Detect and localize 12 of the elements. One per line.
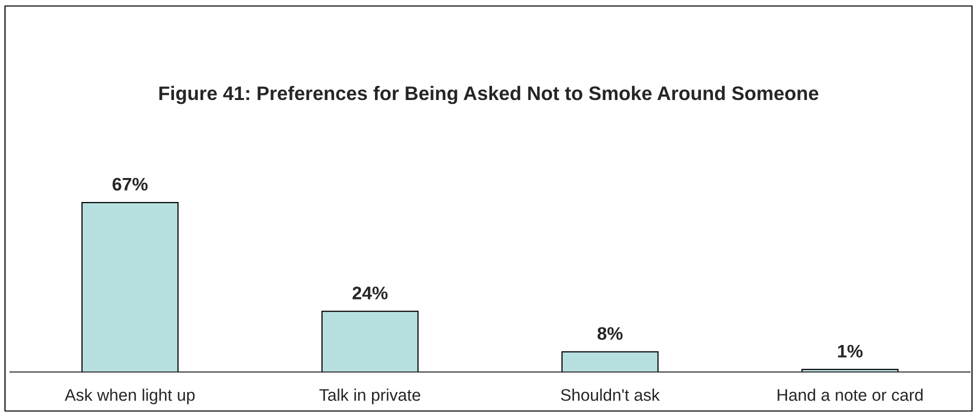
data-label: 1% bbox=[838, 344, 863, 358]
chart-title: Figure 41: Preferences for Being Asked Not to Smoke Around Someone bbox=[159, 86, 818, 104]
x-tick-label: Shouldn't ask bbox=[560, 388, 660, 401]
data-label: 8% bbox=[598, 327, 623, 340]
x-tick-label: Ask when light up bbox=[64, 388, 195, 404]
data-label: 67% bbox=[112, 178, 148, 191]
x-tick-label: Talk in private bbox=[319, 388, 420, 404]
bar bbox=[81, 202, 179, 372]
bar bbox=[321, 310, 419, 372]
data-label: 24% bbox=[352, 286, 388, 300]
x-tick-label: Hand a note or card bbox=[778, 388, 923, 401]
bar bbox=[561, 351, 659, 372]
